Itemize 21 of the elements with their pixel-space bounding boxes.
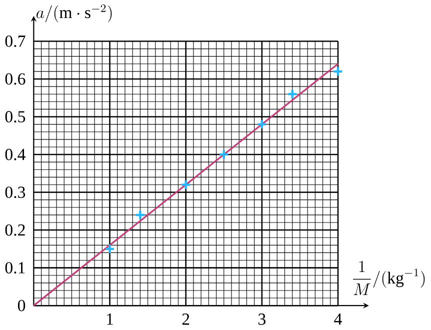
point <box>256 119 268 130</box>
y-tick-label: 0.6 <box>5 74 26 85</box>
y-tick-label: 0.2 <box>5 224 25 236</box>
x-axis-title: $\dfrac{1}{M}/(\mathrm{kg}^{-1})$ <box>353 261 425 296</box>
x-tick-label: 2 <box>182 314 190 325</box>
point <box>332 66 344 78</box>
point <box>180 180 192 190</box>
point <box>287 89 298 100</box>
y-tick-label: 0.5 <box>5 111 26 123</box>
point <box>218 149 230 160</box>
y-tick-label: 0.7 <box>5 36 26 48</box>
point <box>104 244 116 255</box>
y-tick-label: 0 <box>18 300 26 312</box>
y-tick-label: 0.4 <box>5 149 26 160</box>
x-tick-label: 4 <box>334 314 342 325</box>
y-tick-label: 0.1 <box>5 262 25 274</box>
x-tick-label: 3 <box>258 314 266 326</box>
point <box>134 210 146 221</box>
y-tick-label: 0.3 <box>5 186 26 198</box>
x-tick-label: 1 <box>107 314 113 325</box>
y-axis-title: $a/(\mathrm{m}\cdot\mathrm{s}^{-2})$ <box>36 4 112 22</box>
